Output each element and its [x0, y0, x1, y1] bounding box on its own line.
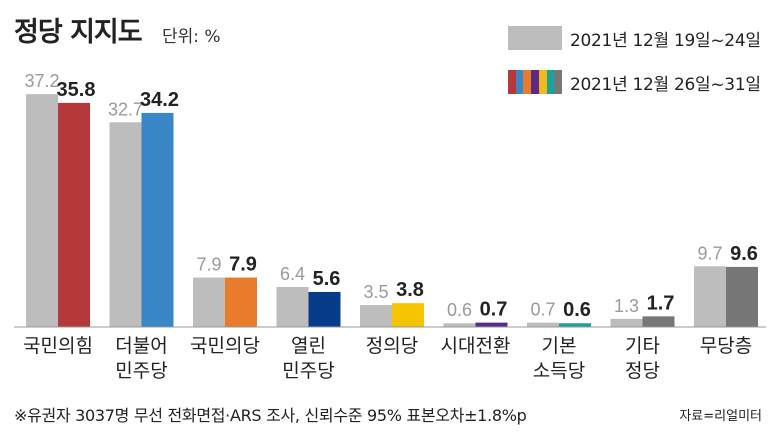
footnote: ※유권자 3037명 무선 전화면접·ARS 조사, 신뢰수준 95% 표본오차…: [14, 406, 527, 425]
category-label: 기타: [625, 335, 660, 357]
bar-first: [193, 277, 225, 327]
bar-second: [726, 266, 758, 327]
unit-label: 단위: %: [162, 27, 221, 47]
bar-second: [141, 112, 174, 328]
legend-swatch-stripe: [531, 70, 539, 94]
legend-swatch-stripe: [538, 70, 547, 94]
data-label-second: 35.8: [57, 79, 96, 101]
data-label-first: 9.7: [697, 243, 722, 263]
legend: 2021년 12월 19일~24일 2021년 12월 26일~31일: [508, 16, 761, 104]
bar-second: [58, 102, 90, 327]
category-label: 열린: [291, 335, 326, 357]
category-label: 정당: [625, 360, 660, 382]
category-label: 민주당: [115, 360, 167, 382]
bar-first: [360, 305, 392, 327]
bar-second: [559, 323, 591, 327]
chart-title: 정당 지지도: [14, 17, 143, 48]
data-label-first: 0.7: [530, 300, 555, 320]
legend-swatch-second: [508, 70, 563, 94]
data-label-second: 34.2: [140, 89, 179, 111]
category-label: 정의당: [366, 335, 418, 357]
legend-item-first: 2021년 12월 19일~24일: [508, 16, 761, 60]
bar-second: [392, 303, 424, 327]
bar-first: [527, 322, 559, 327]
category-label: 국민의힘: [23, 335, 93, 357]
category-label: 기본: [542, 335, 577, 357]
data-label-second: 7.9: [229, 254, 257, 276]
legend-swatch-stripe: [554, 70, 563, 94]
bar-first: [610, 318, 643, 327]
data-label-first: 37.2: [24, 71, 59, 91]
bar-first: [109, 122, 142, 327]
bar-second: [475, 322, 508, 327]
bar-first: [26, 94, 58, 328]
bar-second: [308, 291, 341, 327]
bar-second: [225, 277, 257, 327]
legend-swatch-stripe: [546, 70, 555, 94]
data-label-first: 1.3: [614, 296, 639, 316]
category-label: 소득당: [533, 360, 585, 382]
data-label-first: 3.5: [363, 282, 388, 302]
bar-first: [694, 266, 726, 327]
legend-label-second: 2021년 12월 26일~31일: [570, 74, 761, 95]
data-label-second: 5.6: [313, 268, 341, 290]
data-label-first: 0.6: [447, 300, 472, 320]
data-label-first: 7.9: [196, 255, 221, 275]
bar-first: [276, 286, 309, 327]
legend-swatch-stripe: [523, 70, 532, 94]
category-label: 국민의당: [190, 335, 260, 357]
data-label-second: 0.6: [563, 299, 591, 321]
legend-swatch-first: [508, 26, 562, 50]
legend-item-second: 2021년 12월 26일~31일: [508, 60, 761, 104]
data-label-first: 6.4: [280, 264, 305, 284]
legend-swatch-stripe: [515, 70, 524, 94]
bar-second: [642, 316, 675, 327]
legend-label-first: 2021년 12월 19일~24일: [570, 30, 761, 51]
bar-first: [443, 323, 476, 327]
category-label: 시대전환: [441, 335, 511, 357]
category-label: 민주당: [282, 360, 334, 382]
data-label-second: 1.7: [647, 292, 675, 314]
category-label: 더불어: [115, 335, 167, 357]
data-label-second: 9.6: [730, 243, 758, 265]
category-label: 무당층: [700, 335, 752, 357]
legend-swatch-stripe: [508, 70, 516, 94]
data-label-first: 32.7: [108, 99, 143, 119]
source-label: 자료=리얼미터: [679, 409, 762, 424]
data-label-second: 0.7: [480, 299, 508, 321]
data-label-second: 3.8: [396, 279, 424, 301]
